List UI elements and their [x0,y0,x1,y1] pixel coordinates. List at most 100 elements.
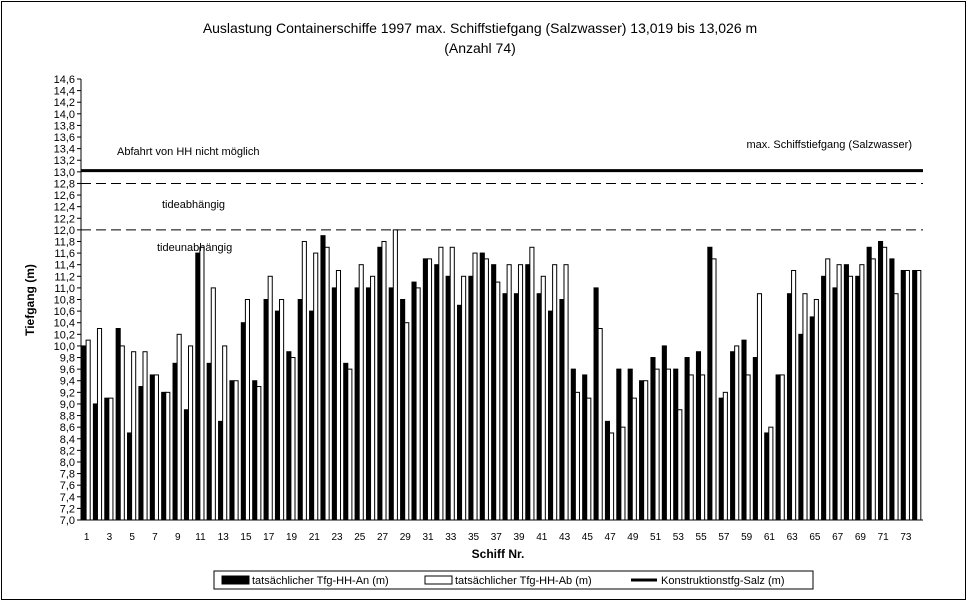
x-tick-label: 61 [764,532,776,543]
bar-departure [165,391,171,521]
bar-departure [153,374,159,521]
bar-departure [688,374,694,521]
bar-departure [108,397,114,521]
bar-arrival [650,357,656,521]
bar-departure [711,258,717,521]
bar-departure [381,240,387,521]
bar-arrival [138,386,144,521]
y-tick-label: 8,2 [60,445,75,457]
bar-arrival [354,287,360,521]
x-tick-label: 19 [286,532,298,543]
bar-departure [574,391,580,521]
bar-departure [119,345,125,521]
x-tick-label: 31 [422,532,434,543]
bar-arrival [786,293,793,521]
y-tick-label: 8,8 [60,411,75,423]
x-tick-label: 45 [582,532,594,543]
y-tick-label: 8,0 [60,457,75,469]
bar-departure [449,246,455,521]
bar-arrival [775,374,781,521]
bar-arrival [172,362,178,521]
bar-arrival [536,293,542,521]
bar-arrival [252,380,258,521]
x-tick-label: 53 [673,532,685,543]
bar-departure [188,345,194,521]
y-tick-label: 7,4 [60,492,75,504]
x-tick-label: 23 [331,532,343,543]
x-tick-label: 39 [514,532,526,543]
annotation-tide-independent: tideunabhängig [157,242,232,254]
y-tick-label: 13,0 [54,167,75,179]
bar-arrival [877,240,884,521]
bar-arrival [798,333,804,521]
bar-departure [301,240,307,521]
y-tick-label: 11,0 [54,283,75,295]
bar-departure [256,386,262,521]
y-tick-label: 12,2 [54,213,75,225]
bar-arrival [206,362,212,521]
bar-arrival [343,362,349,521]
bar-departure [324,246,330,521]
bar-arrival [741,339,747,521]
x-tick-label: 17 [263,532,275,543]
bar-arrival [843,264,849,521]
bar-departure [677,409,683,521]
y-tick-label: 14,4 [54,86,75,98]
y-tick-label: 13,4 [54,144,75,156]
y-tick-label: 7,6 [60,480,75,492]
bar-departure [563,264,569,521]
bar-departure [847,275,854,521]
bar-departure [438,246,444,521]
bar-departure [859,264,865,521]
bar-arrival [684,357,690,521]
x-tick-label: 21 [309,532,321,543]
y-tick-label: 11,2 [54,271,75,283]
bar-arrival [218,420,224,521]
bar-departure [96,328,103,521]
bar-arrival [570,368,576,521]
x-tick-label: 25 [354,532,366,543]
bar-arrival [468,275,474,521]
bar-arrival [445,275,451,521]
bar-arrival [297,299,303,521]
bar-arrival [900,269,906,521]
x-tick-label: 41 [536,532,548,543]
bar-departure [358,264,364,521]
legend-box [213,570,814,590]
bar-arrival [240,322,246,521]
annotation-max-draught: max. Schiffstiefgang (Salzwasser) [747,139,912,151]
y-tick-label: 10,0 [54,341,75,353]
x-tick-label: 3 [107,532,113,543]
x-tick-label: 9 [175,532,181,543]
bar-arrival [764,432,770,521]
y-tick-label: 7,8 [60,469,75,481]
bar-arrival [229,380,235,521]
bar-departure [279,299,285,521]
bar-arrival [491,264,497,521]
bar-arrival [161,391,167,521]
x-tick-label: 69 [855,532,867,543]
bar-arrival [912,269,918,521]
bar-arrival [286,351,292,521]
bar-arrival [377,246,383,521]
bar-departure [836,264,842,521]
bar-departure [142,351,148,521]
legend-swatch-arrival [221,575,250,585]
bar-departure [210,287,216,521]
bar-arrival [627,368,633,521]
legend-label-arrival: tatsächlicher Tfg-HH-An (m) [252,575,389,587]
bar-departure [233,380,239,521]
y-tick-label: 12,0 [54,225,75,237]
bar-arrival [456,304,463,521]
bar-departure [540,275,546,521]
y-tick-label: 12,4 [54,202,75,214]
x-tick-label: 5 [129,532,135,543]
bar-arrival [559,299,565,521]
y-tick-label: 13,2 [54,155,75,167]
y-tick-label: 11,6 [54,248,75,260]
bar-departure [290,357,296,521]
bar-arrival [263,299,269,521]
annotation-departure-impossible: Abfahrt von HH nicht möglich [117,146,259,158]
chart-title: Auslastung Containerschiffe 1997 max. Sc… [203,20,757,36]
